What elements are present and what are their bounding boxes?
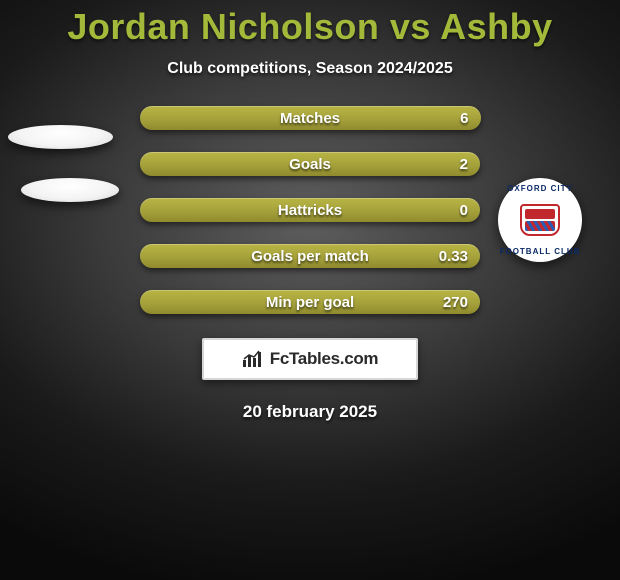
player-left-top <box>8 125 113 149</box>
date-label: 20 february 2025 <box>0 402 620 422</box>
brand-box: FcTables.com <box>202 338 418 380</box>
stat-bar-label: Matches <box>280 110 340 127</box>
brand-text: FcTables.com <box>270 349 379 369</box>
bar-chart-icon <box>242 350 264 368</box>
stat-bar-label: Min per goal <box>266 294 354 311</box>
stat-bar: Goals 2 <box>140 152 480 176</box>
stat-bar-value-right: 0 <box>460 202 468 219</box>
page-title: Jordan Nicholson vs Ashby <box>0 6 620 48</box>
stat-bar: Goals per match 0.33 <box>140 244 480 268</box>
badge-top-text: OXFORD CITY <box>507 184 573 193</box>
club-badge-right: OXFORD CITY FOOTBALL CLUB <box>498 178 582 262</box>
badge-bottom-text: FOOTBALL CLUB <box>500 247 581 256</box>
stat-bar-value-right: 270 <box>443 294 468 311</box>
stat-bar-value-right: 6 <box>460 110 468 127</box>
stat-bar-label: Goals <box>289 156 331 173</box>
stat-bar: Matches 6 <box>140 106 481 130</box>
page-subtitle: Club competitions, Season 2024/2025 <box>0 60 620 78</box>
stat-bar-value-right: 2 <box>460 156 468 173</box>
badge-shield-icon <box>520 204 560 236</box>
stat-bar: Hattricks 0 <box>140 198 480 222</box>
stat-bar-label: Goals per match <box>251 248 369 265</box>
stat-bar-value-right: 0.33 <box>439 248 468 265</box>
stat-bar-label: Hattricks <box>278 202 342 219</box>
player-left-bottom <box>21 178 119 202</box>
stat-bar: Min per goal 270 <box>140 290 480 314</box>
